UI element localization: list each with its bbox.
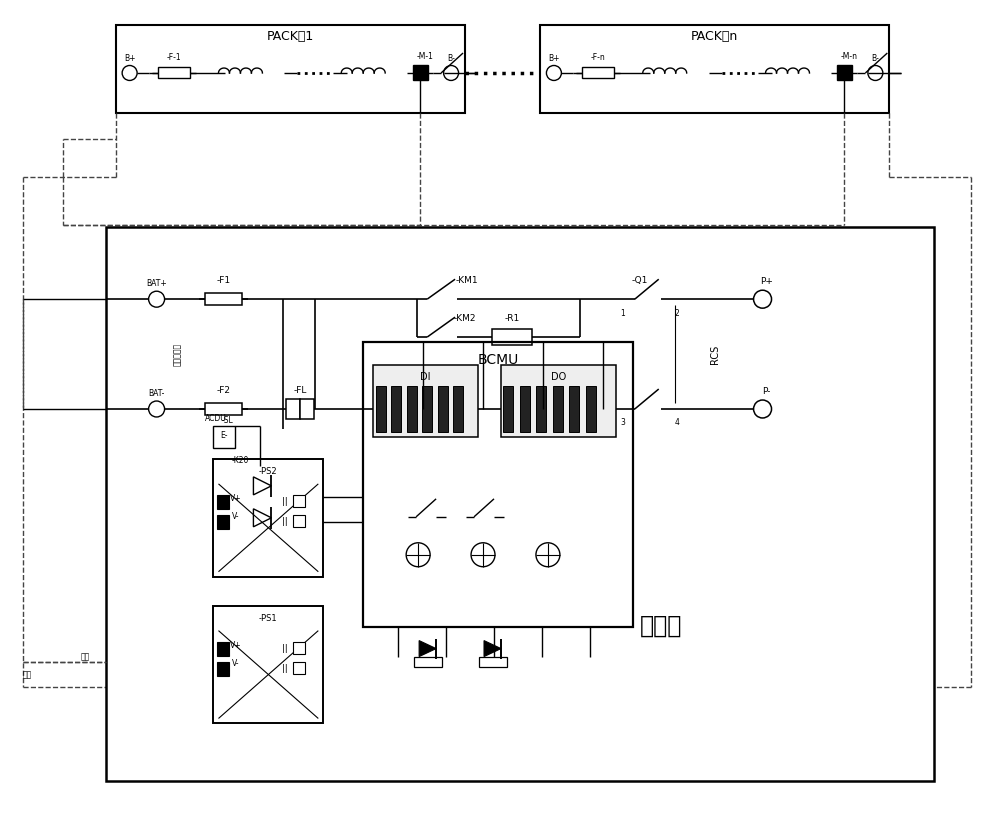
Text: DO: DO bbox=[551, 372, 566, 382]
Text: -M-n: -M-n bbox=[841, 51, 858, 60]
Text: ||: || bbox=[282, 517, 288, 526]
Text: 控制盒: 控制盒 bbox=[640, 614, 682, 638]
Text: V+: V+ bbox=[230, 494, 241, 503]
Bar bbox=[293, 641, 305, 654]
Text: P+: P+ bbox=[760, 277, 773, 286]
Bar bbox=[536, 386, 546, 432]
Text: 1: 1 bbox=[620, 309, 625, 318]
Bar bbox=[479, 657, 507, 667]
Bar bbox=[286, 399, 300, 419]
Bar bbox=[213, 426, 235, 448]
Bar bbox=[414, 657, 442, 667]
Bar bbox=[373, 365, 478, 437]
Text: -Q1: -Q1 bbox=[632, 275, 648, 284]
Text: B+: B+ bbox=[548, 55, 560, 64]
Bar bbox=[438, 386, 448, 432]
Bar bbox=[293, 662, 305, 673]
Text: BCMU: BCMU bbox=[477, 353, 519, 367]
Bar bbox=[376, 386, 386, 432]
Text: ACDU: ACDU bbox=[205, 414, 226, 423]
Text: P-: P- bbox=[762, 386, 771, 395]
Bar bbox=[503, 386, 513, 432]
Bar bbox=[569, 386, 579, 432]
Text: ||: || bbox=[282, 498, 288, 507]
Text: B+: B+ bbox=[124, 55, 135, 64]
Bar bbox=[492, 329, 532, 345]
Text: PACK符1: PACK符1 bbox=[267, 30, 314, 43]
Bar bbox=[413, 65, 428, 80]
Text: RCS: RCS bbox=[710, 345, 720, 364]
Bar bbox=[205, 293, 242, 306]
Text: -PS2: -PS2 bbox=[259, 467, 278, 476]
Text: -F-1: -F-1 bbox=[166, 53, 181, 62]
Bar bbox=[837, 65, 852, 80]
Bar bbox=[501, 365, 616, 437]
Text: -F2: -F2 bbox=[216, 386, 230, 395]
Text: -PS1: -PS1 bbox=[259, 614, 278, 623]
Text: 3: 3 bbox=[620, 418, 625, 427]
Polygon shape bbox=[419, 641, 436, 657]
Text: 外部: 外部 bbox=[81, 652, 90, 661]
Bar bbox=[363, 342, 633, 627]
Bar bbox=[217, 662, 229, 676]
Text: B-: B- bbox=[447, 55, 455, 64]
Bar bbox=[293, 515, 305, 527]
Bar bbox=[300, 399, 314, 419]
Text: V-: V- bbox=[232, 512, 239, 521]
Bar bbox=[407, 386, 417, 432]
Text: 来自电池组: 来自电池组 bbox=[173, 342, 182, 366]
Bar bbox=[391, 386, 401, 432]
Text: -FL: -FL bbox=[294, 386, 307, 395]
Text: -R1: -R1 bbox=[504, 314, 520, 323]
Text: DI: DI bbox=[420, 372, 431, 382]
Text: ||: || bbox=[282, 644, 288, 653]
Polygon shape bbox=[484, 641, 501, 657]
Bar bbox=[217, 641, 229, 655]
Bar bbox=[540, 25, 889, 113]
Text: V-: V- bbox=[232, 659, 239, 668]
Text: -K20: -K20 bbox=[232, 457, 249, 466]
Bar bbox=[217, 495, 229, 509]
Bar bbox=[586, 386, 596, 432]
Text: -F-n: -F-n bbox=[590, 53, 605, 62]
Text: ||: || bbox=[282, 664, 288, 673]
Text: 2: 2 bbox=[674, 309, 679, 318]
Bar bbox=[213, 605, 323, 724]
Bar bbox=[158, 68, 190, 78]
Text: -F1: -F1 bbox=[216, 275, 231, 284]
Text: -SL: -SL bbox=[222, 417, 233, 426]
Bar bbox=[582, 68, 614, 78]
Bar bbox=[106, 227, 934, 781]
Bar bbox=[293, 495, 305, 507]
Bar bbox=[217, 515, 229, 529]
Text: PACK符n: PACK符n bbox=[691, 30, 738, 43]
Text: -M-1: -M-1 bbox=[417, 51, 434, 60]
Text: 外部: 外部 bbox=[23, 670, 32, 679]
Bar bbox=[213, 459, 323, 577]
Text: 4: 4 bbox=[674, 418, 679, 427]
Bar bbox=[205, 403, 242, 415]
Text: BAT-: BAT- bbox=[148, 389, 165, 398]
Text: BAT+: BAT+ bbox=[146, 279, 167, 288]
Text: -KM1: -KM1 bbox=[456, 275, 478, 284]
Bar bbox=[520, 386, 530, 432]
Bar bbox=[553, 386, 563, 432]
Text: V+: V+ bbox=[230, 641, 241, 650]
Bar bbox=[422, 386, 432, 432]
Text: B-: B- bbox=[871, 55, 879, 64]
Bar bbox=[453, 386, 463, 432]
Text: E-: E- bbox=[221, 431, 228, 440]
Text: -KM2: -KM2 bbox=[454, 314, 476, 323]
Bar bbox=[116, 25, 465, 113]
